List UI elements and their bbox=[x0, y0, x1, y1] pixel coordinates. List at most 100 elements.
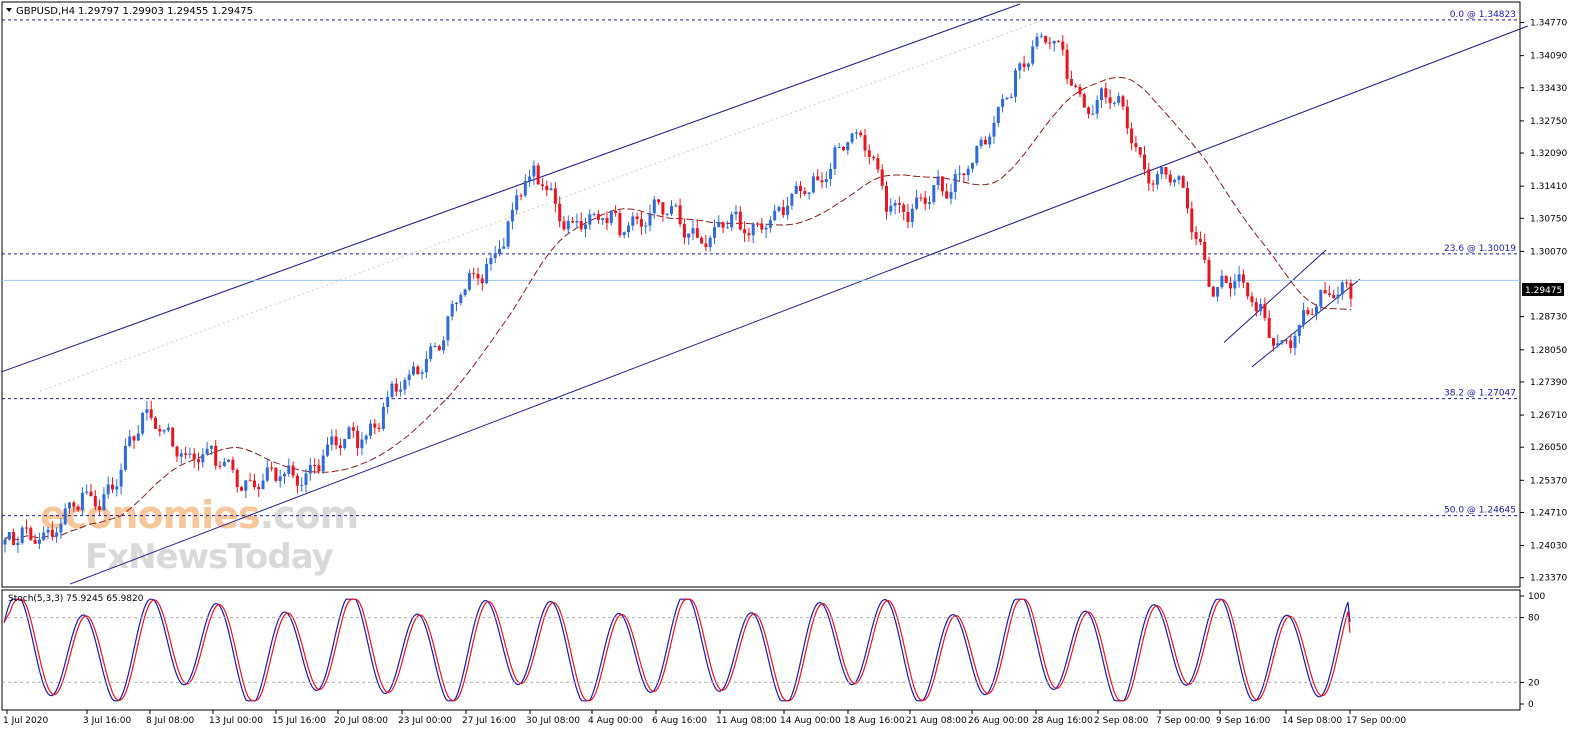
candle-body bbox=[614, 210, 618, 214]
candle-body bbox=[446, 316, 450, 341]
candle-body bbox=[743, 229, 747, 234]
candle-body bbox=[115, 486, 119, 490]
candle-body bbox=[1009, 96, 1013, 99]
time-tick-label: 28 Aug 16:00 bbox=[1032, 716, 1093, 726]
candle-body bbox=[910, 208, 914, 222]
candle-body bbox=[1112, 102, 1116, 104]
candle-body bbox=[197, 459, 200, 463]
candle-body bbox=[549, 188, 553, 191]
candle-body bbox=[829, 168, 833, 180]
candle-body bbox=[566, 220, 570, 230]
candle-body bbox=[584, 224, 587, 230]
indicator-pane[interactable] bbox=[1, 589, 1521, 711]
candle-body bbox=[261, 480, 265, 490]
candle-body bbox=[1190, 208, 1194, 233]
candle-body bbox=[1310, 313, 1314, 315]
candle-body bbox=[786, 205, 790, 215]
candle-body bbox=[416, 366, 420, 374]
candle-body bbox=[278, 476, 282, 481]
candle-body bbox=[1302, 310, 1306, 325]
chart-symbol: GBPUSD,H4 bbox=[16, 6, 75, 17]
candle-body bbox=[588, 214, 592, 225]
candle-body bbox=[545, 185, 549, 191]
candle-body bbox=[949, 191, 953, 199]
candle-body bbox=[708, 237, 712, 248]
candle-body bbox=[59, 524, 63, 533]
candle-body bbox=[330, 436, 334, 445]
candle-body bbox=[1082, 94, 1086, 108]
candle-body bbox=[493, 253, 497, 259]
candle-body bbox=[37, 539, 41, 544]
time-tick-label: 6 Aug 16:00 bbox=[652, 716, 707, 726]
candle-body bbox=[816, 176, 820, 181]
candle-body bbox=[605, 218, 609, 223]
candle-body bbox=[923, 197, 927, 204]
candle-body bbox=[657, 199, 661, 203]
candle-body bbox=[928, 202, 931, 204]
candle-body bbox=[1014, 70, 1017, 97]
candle-body bbox=[768, 220, 772, 228]
candle-body bbox=[579, 221, 583, 230]
candle-body bbox=[876, 158, 880, 170]
candle-body bbox=[906, 212, 910, 222]
candle-body bbox=[476, 274, 480, 279]
fibonacci-levels: 0.0 @ 1.34823 23.6 @ 1.30019 38.2 @ 1.2704… bbox=[2, 10, 1520, 517]
candle-body bbox=[1323, 290, 1327, 294]
candle-body bbox=[867, 150, 871, 157]
candle-body bbox=[364, 435, 368, 440]
candle-body bbox=[274, 467, 278, 481]
candle-body bbox=[1087, 107, 1091, 114]
candle-body bbox=[1272, 338, 1275, 346]
candle-body bbox=[136, 433, 140, 441]
candle-body bbox=[846, 142, 850, 151]
candle-body bbox=[321, 455, 325, 472]
candle-body bbox=[214, 445, 218, 466]
candle-body bbox=[25, 527, 28, 529]
candle-body bbox=[467, 273, 471, 290]
candle-body bbox=[781, 207, 785, 215]
candle-body bbox=[622, 232, 626, 236]
candle-body bbox=[541, 184, 544, 186]
candle-body bbox=[1026, 63, 1030, 67]
candle-body bbox=[1018, 63, 1022, 71]
candle-body bbox=[661, 202, 665, 215]
candle-body bbox=[171, 427, 175, 447]
current-price-box bbox=[1522, 283, 1564, 296]
candle-body bbox=[738, 211, 742, 230]
candle-body bbox=[1177, 176, 1181, 180]
candle-body bbox=[63, 508, 67, 525]
candle-body bbox=[1237, 274, 1241, 282]
candle-body bbox=[1284, 340, 1288, 342]
candle-body bbox=[592, 213, 596, 215]
candle-body bbox=[833, 147, 837, 169]
candle-body bbox=[842, 147, 845, 151]
candle-body bbox=[222, 461, 226, 467]
time-tick-label: 30 Jul 08:00 bbox=[526, 716, 580, 726]
channel-upper-line bbox=[1, 3, 1021, 373]
candle-body bbox=[179, 453, 183, 457]
candle-body bbox=[46, 529, 50, 533]
candle-body bbox=[485, 263, 489, 284]
candle-body bbox=[1319, 290, 1323, 307]
dropdown-triangle-icon[interactable] bbox=[6, 8, 12, 12]
candle-body bbox=[506, 221, 510, 247]
candle-body bbox=[1250, 296, 1254, 303]
candle-body bbox=[16, 542, 20, 546]
candle-body bbox=[123, 445, 127, 470]
candle-body bbox=[106, 484, 110, 495]
candle-body bbox=[1216, 287, 1220, 297]
price-tick-label: 1.23370 bbox=[1530, 574, 1567, 584]
candle-body bbox=[291, 465, 295, 476]
price-tick-label: 1.28050 bbox=[1530, 346, 1567, 356]
candle-body bbox=[601, 218, 605, 220]
candle-body bbox=[936, 176, 940, 186]
time-tick-label: 17 Sep 00:00 bbox=[1346, 716, 1406, 726]
candle-body bbox=[50, 529, 54, 537]
candle-body bbox=[988, 136, 992, 145]
candle-body bbox=[794, 185, 798, 194]
candle-body bbox=[773, 210, 777, 221]
candle-body bbox=[218, 465, 222, 467]
candle-body bbox=[1336, 294, 1340, 299]
main-pane[interactable] bbox=[1, 1, 1521, 588]
